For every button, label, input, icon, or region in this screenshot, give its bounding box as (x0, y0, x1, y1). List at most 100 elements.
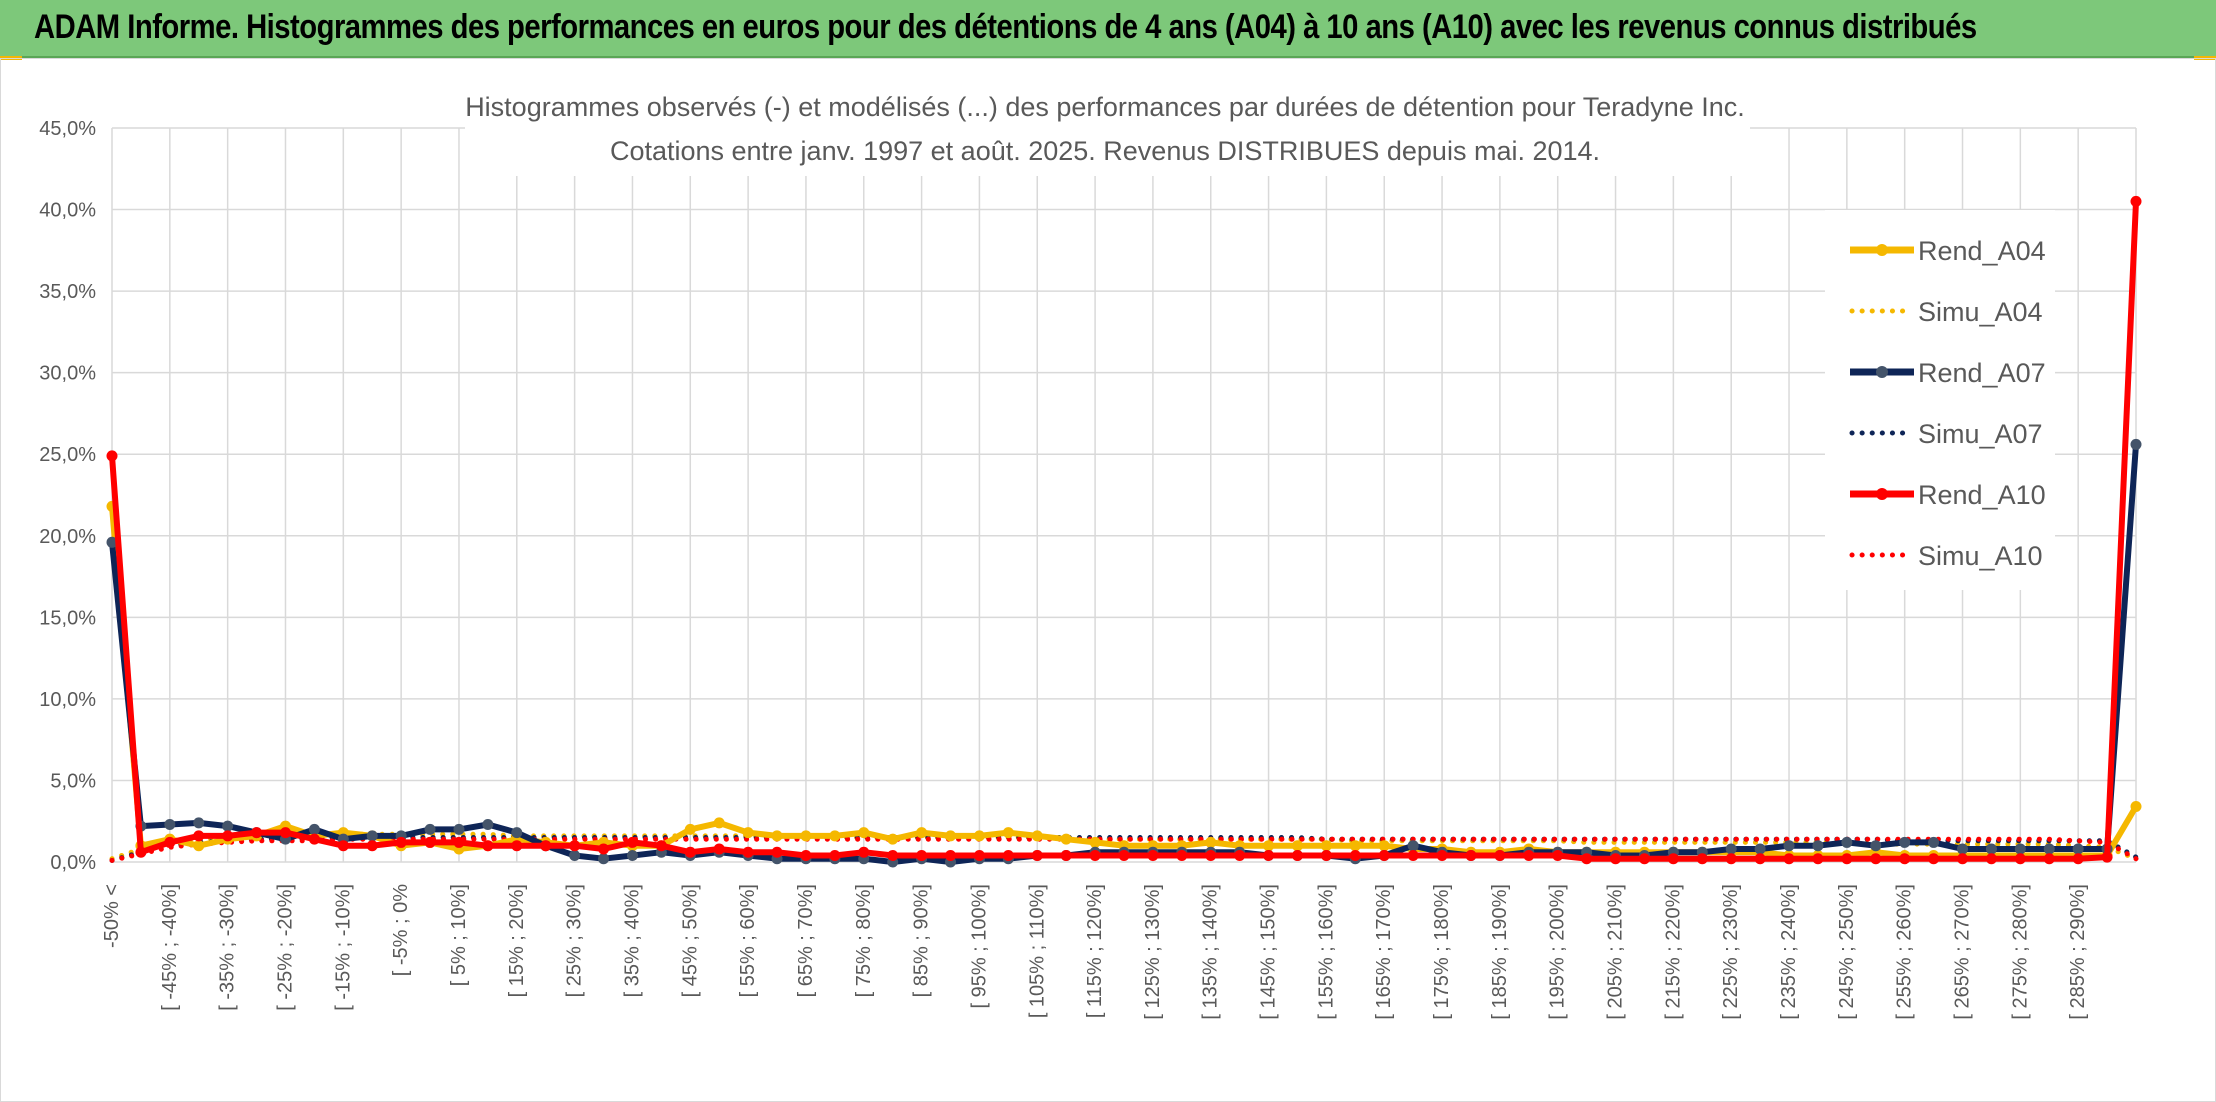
x-tick-label: [ 275% ; 280%] (2009, 884, 2031, 1020)
x-tick-label: [ 15% ; 20%] (506, 884, 528, 997)
point-rend_a10 (973, 849, 985, 861)
point-rend_a07 (1928, 836, 1940, 848)
point-rend_a10 (916, 849, 928, 861)
x-axis: -50% < [ -45% ; -40%] [ -35% ; -30%] [ -25%… (101, 884, 2089, 1020)
legend-swatch-marker (1876, 488, 1888, 500)
point-rend_a10 (1870, 853, 1882, 865)
legend-item-simu_a04: Simu_A04 (1849, 297, 2043, 327)
x-tick-label: [ 145% ; 150%] (1258, 884, 1280, 1020)
point-rend_a10 (598, 843, 610, 855)
x-tick-label: [ 195% ; 200%] (1547, 884, 1569, 1020)
point-rend_a04 (945, 830, 957, 842)
x-tick-label: [ 205% ; 210%] (1605, 884, 1627, 1020)
point-rend_a10 (164, 836, 176, 848)
point-rend_a07 (1899, 836, 1911, 848)
point-rend_a10 (1523, 849, 1535, 861)
y-tick-label: 0,0% (50, 852, 96, 874)
y-tick-label: 30,0% (39, 363, 96, 385)
series-simu_a10 (109, 836, 2139, 863)
point-rend_a04 (1002, 827, 1014, 839)
series-layer (106, 195, 2142, 868)
series-rend_a10 (106, 195, 2142, 865)
point-rend_a10 (1031, 849, 1043, 861)
point-rend_a10 (1957, 853, 1969, 865)
point-rend_a10 (655, 840, 667, 852)
point-rend_a10 (1696, 853, 1708, 865)
x-tick-label: [ -15% ; -10%] (332, 884, 354, 1011)
legend-label: Simu_A04 (1918, 297, 2043, 327)
point-rend_a07 (222, 820, 234, 832)
x-tick-label: [ 45% ; 50%] (679, 884, 701, 997)
point-rend_a07 (511, 827, 523, 839)
y-tick-label: 20,0% (39, 526, 96, 548)
point-rend_a07 (569, 849, 581, 861)
point-rend_a04 (2130, 801, 2142, 813)
point-rend_a04 (742, 827, 754, 839)
point-rend_a07 (1725, 843, 1737, 855)
x-tick-label: [ 225% ; 230%] (1720, 884, 1742, 1020)
point-rend_a07 (424, 823, 436, 835)
x-tick-label: [ 245% ; 250%] (1836, 884, 1858, 1020)
point-rend_a07 (598, 853, 610, 865)
point-rend_a10 (829, 849, 841, 861)
legend-label: Simu_A10 (1918, 541, 2043, 571)
point-rend_a10 (771, 846, 783, 858)
point-rend_a10 (800, 849, 812, 861)
point-rend_a10 (1494, 849, 1506, 861)
x-tick-label: [ 165% ; 170%] (1373, 884, 1395, 1020)
point-rend_a10 (1234, 849, 1246, 861)
point-rend_a10 (1783, 853, 1795, 865)
point-rend_a10 (1465, 849, 1477, 861)
x-tick-label: [ 95% ; 100%] (968, 884, 990, 1009)
point-rend_a10 (308, 833, 320, 845)
x-tick-label: [ -25% ; -20%] (274, 884, 296, 1011)
point-rend_a04 (829, 830, 841, 842)
point-rend_a10 (2130, 195, 2142, 207)
x-tick-label: [ 65% ; 70%] (795, 884, 817, 997)
legend-label: Simu_A07 (1918, 419, 2043, 449)
point-rend_a04 (771, 830, 783, 842)
point-rend_a10 (1841, 853, 1853, 865)
point-rend_a10 (106, 450, 118, 462)
legend: Rend_A04 Simu_A04 Rend_A07 Simu_A07 Rend_A10… (1849, 236, 2046, 571)
point-rend_a10 (1812, 853, 1824, 865)
point-rend_a10 (1263, 849, 1275, 861)
x-tick-label: [ 125% ; 130%] (1142, 884, 1164, 1020)
point-rend_a10 (1899, 853, 1911, 865)
x-tick-label: [ 185% ; 190%] (1489, 884, 1511, 1020)
legend-item-rend_a07: Rend_A07 (1850, 358, 2046, 388)
point-rend_a10 (2014, 853, 2026, 865)
x-tick-label: [ 135% ; 140%] (1200, 884, 1222, 1020)
point-rend_a10 (1147, 849, 1159, 861)
y-tick-label: 45,0% (39, 118, 96, 140)
point-rend_a07 (1870, 840, 1882, 852)
point-rend_a10 (569, 840, 581, 852)
point-rend_a10 (2101, 851, 2113, 863)
point-rend_a07 (482, 818, 494, 830)
y-tick-label: 5,0% (50, 770, 96, 792)
y-axis: 0,0% 5,0% 10,0% 15,0% 20,0% 25,0% 30,0% 35,0% 40… (39, 118, 96, 874)
x-tick-label: [ 175% ; 180%] (1431, 884, 1453, 1020)
point-rend_a10 (1638, 853, 1650, 865)
x-tick-label: [ 155% ; 160%] (1315, 884, 1337, 1020)
point-rend_a10 (887, 849, 899, 861)
legend-item-rend_a04: Rend_A04 (1850, 236, 2046, 266)
point-rend_a04 (973, 830, 985, 842)
point-rend_a07 (1754, 843, 1766, 855)
x-tick-label: [ 285% ; 290%] (2067, 884, 2089, 1020)
point-rend_a07 (1783, 840, 1795, 852)
x-tick-label: [ 35% ; 40%] (621, 884, 643, 997)
x-tick-label: [ 25% ; 30%] (564, 884, 586, 997)
point-rend_a04 (916, 827, 928, 839)
point-rend_a07 (1841, 836, 1853, 848)
legend-box (1825, 210, 2055, 590)
point-rend_a07 (453, 823, 465, 835)
point-rend_a10 (337, 840, 349, 852)
x-tick-label: [ 105% ; 110%] (1026, 884, 1048, 1018)
x-tick-label: [ -5% ; 0% (390, 884, 412, 976)
point-rend_a07 (366, 830, 378, 842)
point-rend_a10 (945, 849, 957, 861)
point-rend_a10 (424, 836, 436, 848)
y-tick-label: 35,0% (39, 281, 96, 303)
point-rend_a07 (2072, 843, 2084, 855)
